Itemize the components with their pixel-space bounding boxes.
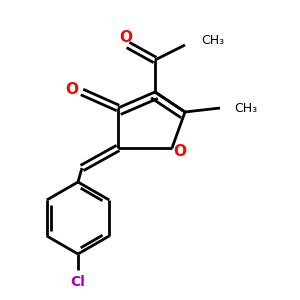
Text: CH₃: CH₃: [234, 101, 257, 115]
Text: O: O: [65, 82, 79, 98]
Text: O: O: [119, 29, 133, 44]
Text: Cl: Cl: [70, 275, 86, 289]
Text: O: O: [173, 145, 187, 160]
Text: CH₃: CH₃: [201, 34, 224, 47]
